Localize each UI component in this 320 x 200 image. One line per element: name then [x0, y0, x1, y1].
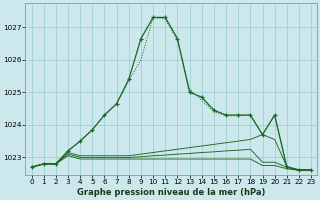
X-axis label: Graphe pression niveau de la mer (hPa): Graphe pression niveau de la mer (hPa) — [77, 188, 266, 197]
